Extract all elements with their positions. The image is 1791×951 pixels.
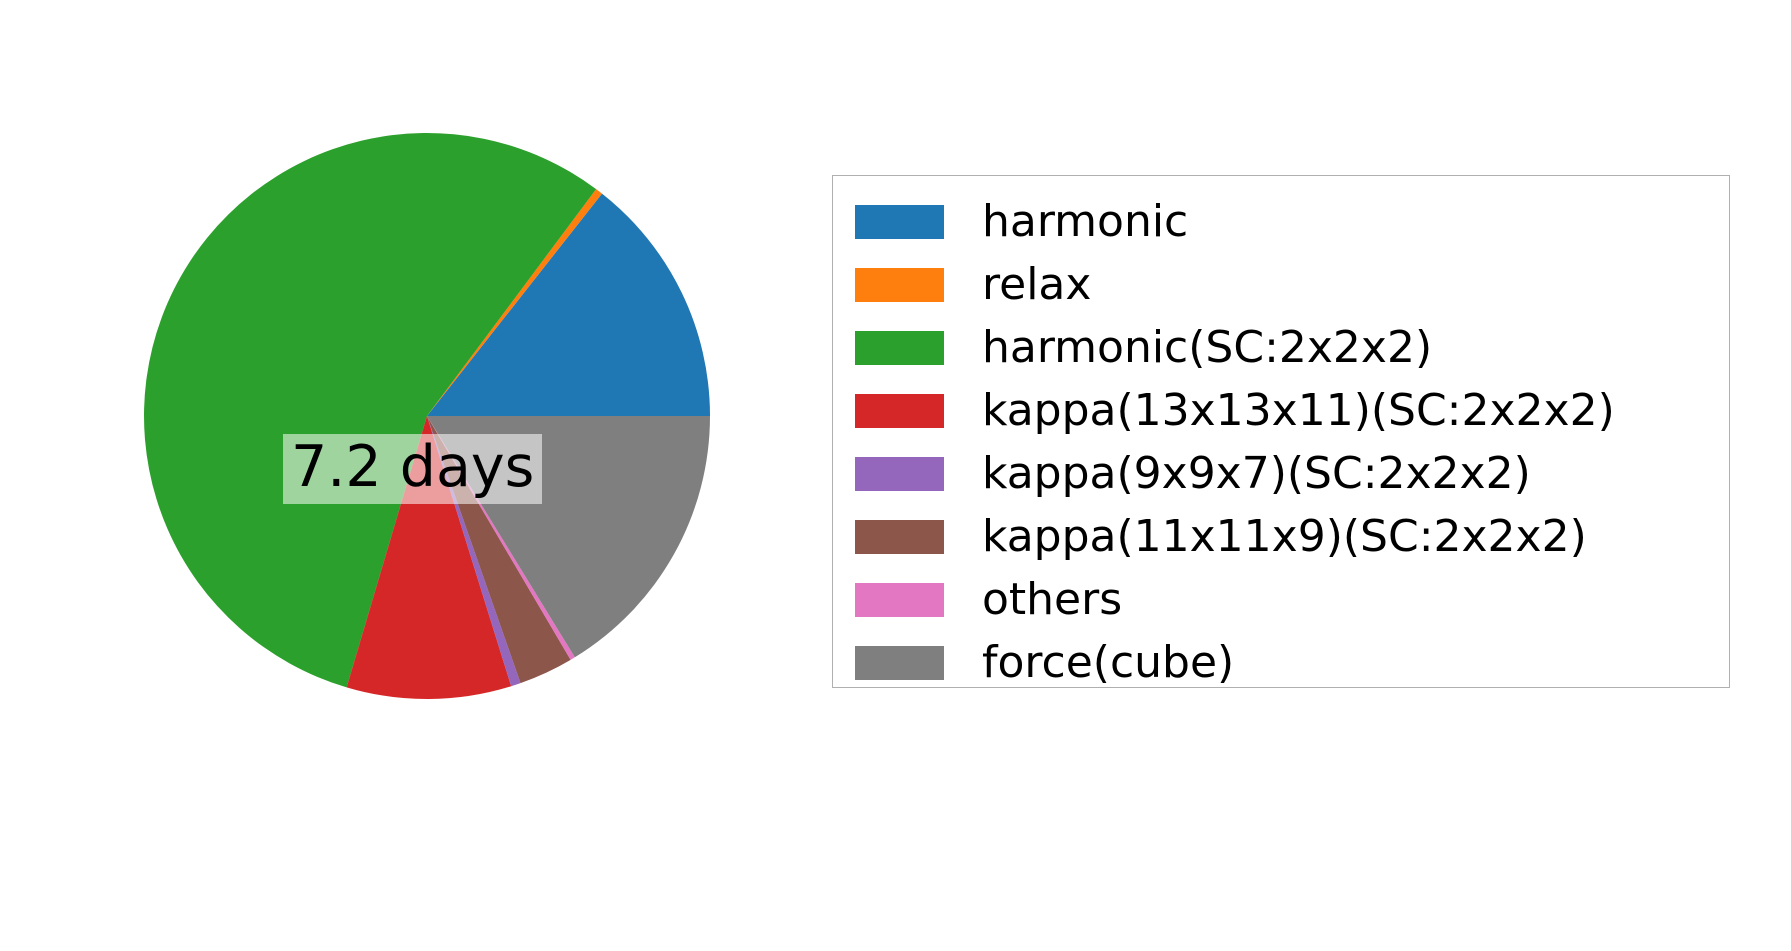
pie-slice[interactable] <box>346 416 512 700</box>
legend-item-label: kappa(13x13x11)(SC:2x2x2) <box>982 384 1615 436</box>
legend-color-swatch <box>855 582 944 617</box>
legend-item[interactable]: harmonic <box>855 190 1719 253</box>
pie-slice-group <box>144 133 710 700</box>
legend-item-label: kappa(11x11x9)(SC:2x2x2) <box>982 510 1587 562</box>
legend-item[interactable]: harmonic(SC:2x2x2) <box>855 316 1719 379</box>
legend-item[interactable]: kappa(11x11x9)(SC:2x2x2) <box>855 505 1719 568</box>
legend-item[interactable]: kappa(13x13x11)(SC:2x2x2) <box>855 379 1719 442</box>
legend-color-swatch <box>855 393 944 428</box>
legend-item[interactable]: relax <box>855 253 1719 316</box>
legend-item-label: kappa(9x9x7)(SC:2x2x2) <box>982 447 1531 499</box>
legend-item-label: others <box>982 573 1123 625</box>
legend-color-swatch <box>855 267 944 302</box>
legend-color-swatch <box>855 519 944 554</box>
pie-chart-area: 7.2 days <box>0 0 780 951</box>
chart-legend: harmonic relax harmonic(SC:2x2x2) kappa(13x… <box>832 175 1730 688</box>
legend-item-label: harmonic(SC:2x2x2) <box>982 321 1433 373</box>
legend-color-swatch <box>855 204 944 239</box>
legend-item-label: harmonic <box>982 195 1189 247</box>
legend-item-label: relax <box>982 258 1092 310</box>
pie-slice[interactable] <box>427 189 603 416</box>
legend-item[interactable]: kappa(9x9x7)(SC:2x2x2) <box>855 442 1719 505</box>
pie-slice[interactable] <box>427 193 710 416</box>
legend-color-swatch <box>855 330 944 365</box>
legend-color-swatch <box>855 456 944 491</box>
legend-item[interactable]: others <box>855 568 1719 631</box>
legend-item[interactable]: force(cube) <box>855 631 1719 694</box>
legend-item-list: harmonic relax harmonic(SC:2x2x2) kappa(13x… <box>855 190 1719 694</box>
legend-item-label: force(cube) <box>982 636 1235 688</box>
pie-center-label: 7.2 days <box>283 434 543 504</box>
pie-slice[interactable] <box>144 133 597 688</box>
legend-color-swatch <box>855 645 944 680</box>
